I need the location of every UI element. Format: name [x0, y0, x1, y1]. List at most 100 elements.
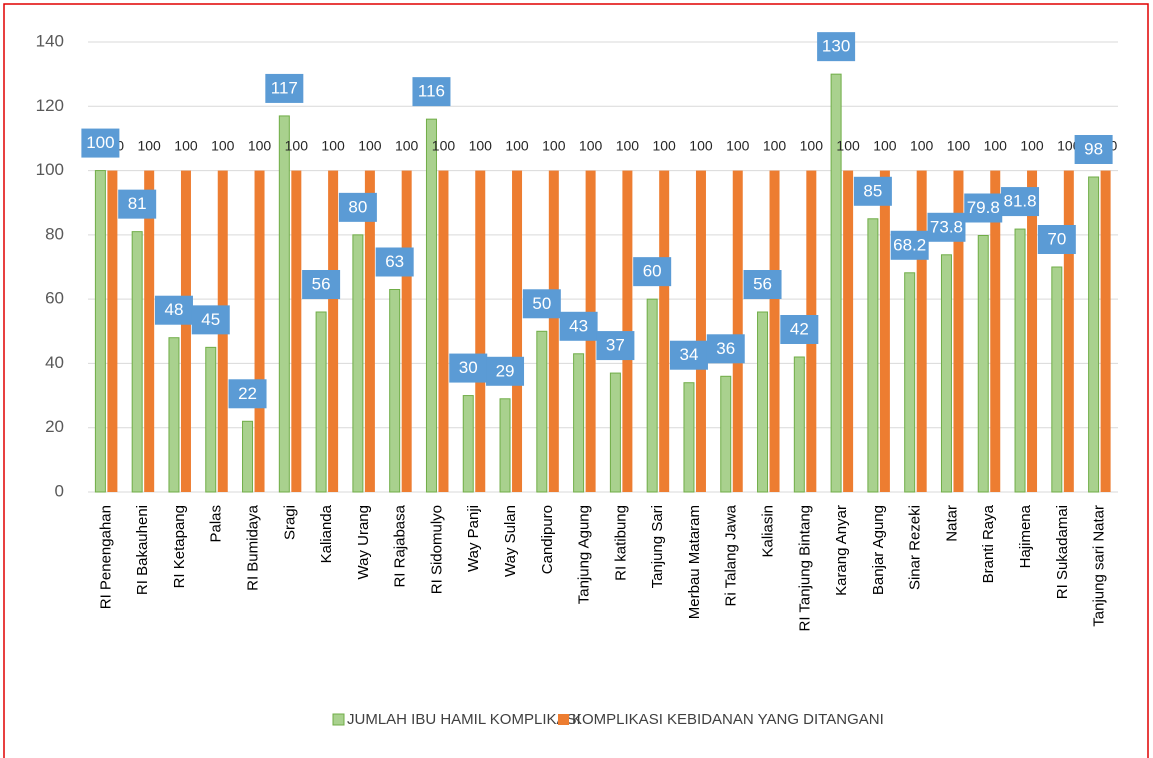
data-label-box [559, 311, 598, 341]
x-tick-label: Karang Anyar [833, 505, 850, 596]
x-tick-label: Palas [208, 505, 225, 543]
data-label: 100 [321, 137, 345, 153]
bar [1014, 228, 1026, 493]
bar [1063, 170, 1074, 493]
y-tick-label: 0 [55, 481, 64, 500]
x-tick-label: Banjar Agung [870, 505, 887, 595]
x-tick-label: RI Penengahan [97, 505, 114, 609]
data-label: 56 [753, 274, 772, 293]
data-label: 29 [496, 361, 515, 380]
data-label: 100 [652, 137, 676, 153]
x-tick-label: Tanjung Agung [576, 505, 593, 604]
x-tick-label: RI Tanjung Bintang [796, 505, 813, 631]
x-tick-label: Candipuro [539, 505, 556, 574]
data-label-box [81, 128, 120, 158]
bar [328, 170, 339, 493]
data-label-box [817, 32, 856, 62]
y-tick-label: 40 [45, 353, 64, 372]
bar [315, 311, 327, 493]
x-tick-label: Hajimena [1017, 504, 1034, 568]
data-label: 100 [174, 137, 198, 153]
data-label-box [449, 353, 488, 383]
y-tick-label: 60 [45, 289, 64, 308]
data-label: 79.8 [967, 198, 1000, 217]
bar [769, 170, 780, 493]
data-label-box [780, 315, 819, 344]
bar [1088, 176, 1100, 493]
bar [940, 254, 952, 493]
bar [904, 272, 916, 493]
data-label: 22 [238, 384, 257, 403]
data-label: 50 [532, 294, 551, 313]
bar [646, 298, 658, 493]
bar [291, 170, 302, 493]
x-tick-label: Way Sulan [502, 505, 519, 577]
bar [389, 289, 401, 493]
data-label: 100 [579, 137, 603, 153]
bar [990, 170, 1001, 493]
bar [499, 398, 511, 493]
legend-swatch [332, 713, 345, 726]
data-label: 100 [763, 137, 787, 153]
data-label: 100 [910, 137, 934, 153]
data-label: 63 [385, 252, 404, 271]
data-label-box [743, 270, 782, 299]
x-tick-label: Kaliasin [760, 505, 777, 558]
data-label: 100 [248, 137, 272, 153]
data-label: 100 [616, 137, 640, 153]
data-label: 100 [947, 137, 971, 153]
data-label: 30 [459, 358, 478, 377]
x-tick-label: RI Bumidaya [245, 504, 262, 591]
bar [843, 170, 854, 493]
data-label-box [669, 340, 708, 370]
data-label: 73.8 [930, 217, 963, 236]
data-label: 100 [984, 137, 1008, 153]
bar [548, 170, 559, 493]
bar [720, 375, 732, 493]
bar [1027, 170, 1038, 493]
y-tick-label: 120 [36, 96, 64, 115]
data-label: 60 [643, 262, 662, 281]
data-label: 100 [836, 137, 860, 153]
bar [144, 170, 155, 493]
bar [879, 170, 890, 493]
bar [1051, 266, 1063, 493]
data-label: 100 [211, 137, 235, 153]
bar [830, 73, 842, 493]
bar [475, 170, 486, 493]
y-tick-label: 140 [36, 31, 64, 50]
bar [278, 115, 290, 493]
data-label: 100 [542, 137, 566, 153]
x-tick-label: RI Sukadamai [1054, 505, 1071, 599]
bar [425, 118, 437, 493]
data-label: 100 [432, 137, 456, 153]
x-tick-label: Sragi [281, 505, 298, 540]
x-tick-label: Way Urang [355, 505, 372, 579]
bar [168, 337, 180, 493]
bar [254, 170, 265, 493]
data-label-box [375, 247, 414, 277]
data-label: 117 [271, 78, 298, 97]
x-tick-label: Natar [943, 505, 960, 542]
data-label-box [154, 295, 193, 325]
data-label-box [412, 77, 451, 107]
data-label: 100 [358, 137, 382, 153]
bar [977, 235, 989, 493]
data-label: 45 [201, 310, 220, 329]
data-label: 34 [680, 345, 699, 364]
x-tick-label: RI Sidomulyo [428, 505, 445, 594]
data-label-box [1037, 225, 1076, 254]
data-label: 100 [137, 137, 161, 153]
data-label: 98 [1084, 139, 1103, 158]
data-label-box [522, 289, 561, 319]
data-label: 70 [1047, 229, 1066, 248]
bar [536, 330, 548, 493]
data-label: 100 [873, 137, 897, 153]
data-label: 68.2 [893, 235, 926, 254]
bar [683, 382, 695, 493]
x-tick-label: Ri Talang Jawa [723, 504, 740, 606]
bar [695, 170, 706, 493]
bar [609, 372, 621, 493]
data-label: 36 [716, 339, 735, 358]
